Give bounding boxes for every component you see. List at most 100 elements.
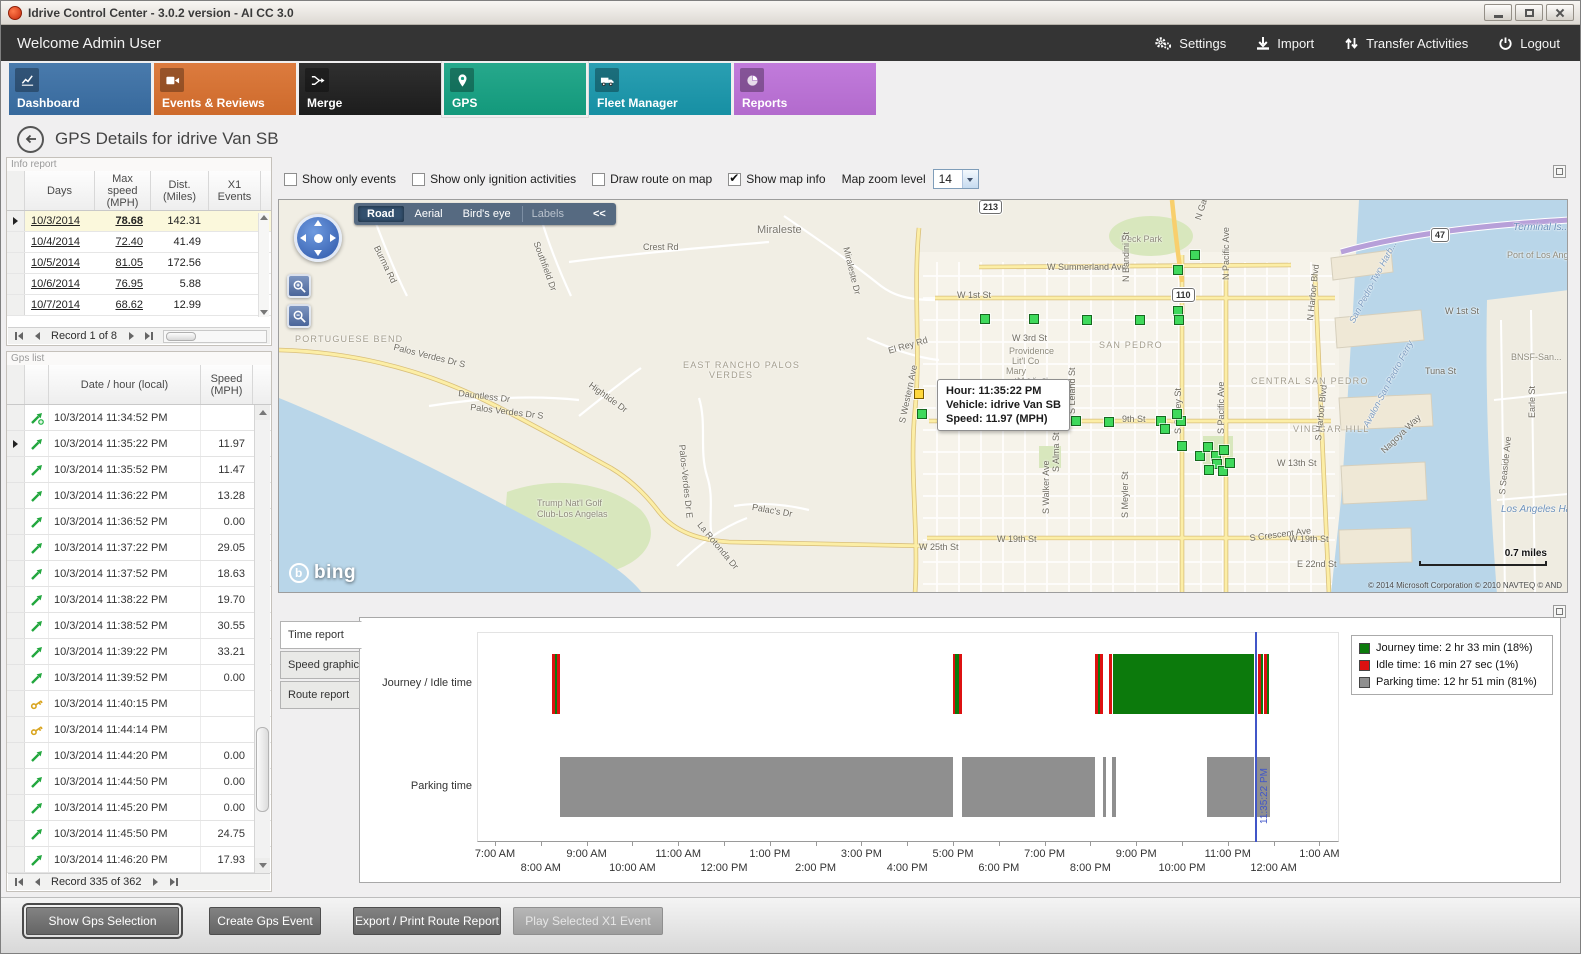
nav-tile-events-reviews[interactable]: Events & Reviews (154, 63, 296, 115)
gps-list-row[interactable]: 10/3/2014 11:37:22 PM 29.05 (7, 535, 271, 561)
show-only-events-checkbox[interactable] (284, 172, 297, 186)
gps-marker[interactable] (1082, 315, 1092, 325)
gps-marker[interactable] (1177, 441, 1187, 451)
export-print-route-report-button[interactable]: Export / Print Route Report (353, 907, 501, 935)
map-view-tab-aerial[interactable]: Aerial (414, 208, 443, 220)
gps-marker[interactable] (1203, 442, 1213, 452)
info-max-speed-link[interactable]: 78.68 (115, 215, 143, 227)
info-days-link[interactable]: 10/6/2014 (31, 278, 80, 290)
next-record-button[interactable] (148, 875, 164, 889)
info-report-row[interactable]: 10/4/2014 72.40 41.49 (7, 232, 271, 253)
info-report-mini-scrollbar[interactable] (258, 213, 269, 317)
gps-list-row[interactable]: 10/3/2014 11:45:50 PM 24.75 (7, 821, 271, 847)
scroll-up-button[interactable] (255, 405, 270, 420)
gps-marker[interactable] (980, 314, 990, 324)
gps-marker[interactable] (1219, 445, 1229, 455)
gps-marker[interactable] (1071, 416, 1081, 426)
topbar-action-logout[interactable]: Logout (1498, 36, 1560, 51)
maximize-button[interactable] (1515, 4, 1543, 21)
gps-list-row[interactable]: 10/3/2014 11:39:22 PM 33.21 (7, 639, 271, 665)
gps-list-row[interactable]: 10/3/2014 11:37:52 PM 18.63 (7, 561, 271, 587)
gps-list-row[interactable]: 10/3/2014 11:39:52 PM 0.00 (7, 665, 271, 691)
gps-marker[interactable] (1195, 451, 1205, 461)
info-report-row[interactable]: 10/7/2014 68.62 12.99 (7, 295, 271, 316)
gps-list-scrollbar[interactable] (254, 405, 270, 873)
map-view-tab-bird-s-eye[interactable]: Bird's eye (462, 208, 511, 220)
first-record-button[interactable] (11, 875, 27, 889)
map-pan-control[interactable] (294, 214, 342, 262)
close-button[interactable] (1546, 4, 1574, 21)
topbar-action-import[interactable]: Import (1256, 36, 1314, 51)
info-days-link[interactable]: 10/4/2014 (31, 236, 80, 248)
collapse-map-panel-button[interactable] (1553, 165, 1566, 178)
info-max-speed-link[interactable]: 81.05 (115, 257, 143, 269)
collapse-chart-panel-button[interactable] (1553, 605, 1566, 618)
gps-marker[interactable] (1029, 314, 1039, 324)
gps-marker[interactable] (1218, 466, 1228, 476)
info-report-row[interactable]: 10/5/2014 81.05 172.56 (7, 253, 271, 274)
gps-list-row[interactable]: 10/3/2014 11:36:52 PM 0.00 (7, 509, 271, 535)
last-record-button[interactable] (141, 329, 157, 343)
gps-list-row[interactable]: 10/3/2014 11:44:50 PM 0.00 (7, 769, 271, 795)
chart-tab-time-report[interactable]: Time report (280, 621, 362, 649)
topbar-action-transfer-activities[interactable]: Transfer Activities (1344, 36, 1468, 51)
gps-list-row[interactable]: 10/3/2014 11:36:22 PM 13.28 (7, 483, 271, 509)
map-zoom-out-button[interactable] (287, 304, 311, 328)
map-zoom-in-button[interactable] (287, 274, 311, 298)
gps-list-row[interactable]: 10/3/2014 11:46:20 PM 17.93 (7, 847, 271, 873)
prev-record-button[interactable] (29, 329, 45, 343)
info-days-link[interactable]: 10/3/2014 (31, 215, 80, 227)
first-record-button[interactable] (11, 329, 27, 343)
info-max-speed-link[interactable]: 68.62 (115, 299, 143, 311)
gps-marker[interactable] (1174, 315, 1184, 325)
info-days-link[interactable]: 10/5/2014 (31, 257, 80, 269)
gps-list-row[interactable]: 10/3/2014 11:44:20 PM 0.00 (7, 743, 271, 769)
gps-list-row[interactable]: 10/3/2014 11:34:52 PM (7, 405, 271, 431)
gps-marker[interactable] (1172, 409, 1182, 419)
info-max-speed-link[interactable]: 72.40 (115, 236, 143, 248)
scroll-down-button[interactable] (255, 858, 270, 873)
gps-marker[interactable] (1135, 315, 1145, 325)
gps-list-row[interactable]: 10/3/2014 11:38:52 PM 30.55 (7, 613, 271, 639)
scrollbar-thumb[interactable] (166, 331, 197, 341)
nav-tile-reports[interactable]: Reports (734, 63, 876, 115)
nav-tile-dashboard[interactable]: Dashboard (9, 63, 151, 115)
gps-marker[interactable] (917, 409, 927, 419)
back-button[interactable] (17, 125, 44, 153)
gps-marker[interactable] (1173, 265, 1183, 275)
info-report-row[interactable]: 10/6/2014 76.95 5.88 (7, 274, 271, 295)
dropdown-arrow-icon[interactable] (961, 170, 978, 188)
nav-tile-gps[interactable]: GPS (442, 61, 588, 117)
gps-marker[interactable] (1104, 417, 1114, 427)
gps-marker[interactable] (1225, 458, 1235, 468)
map-view-tab-road[interactable]: Road (358, 206, 404, 222)
info-horizontal-scrollbar[interactable] (163, 329, 267, 343)
gps-marker[interactable] (1160, 424, 1170, 434)
selected-gps-marker[interactable] (914, 389, 924, 399)
gps-list-row[interactable]: 10/3/2014 11:45:20 PM 0.00 (7, 795, 271, 821)
gps-list-row[interactable]: 10/3/2014 11:40:15 PM (7, 691, 271, 717)
gps-marker[interactable] (1204, 465, 1214, 475)
scrollbar-thumb[interactable] (256, 727, 269, 812)
bing-logo[interactable]: b bing (289, 562, 356, 584)
last-record-button[interactable] (166, 875, 182, 889)
info-max-speed-link[interactable]: 76.95 (115, 278, 143, 290)
gps-marker[interactable] (1212, 459, 1222, 469)
minimize-button[interactable] (1484, 4, 1512, 21)
show-only-ignition-activities-checkbox[interactable] (412, 172, 426, 186)
draw-route-on-map-checkbox[interactable] (592, 172, 606, 186)
gps-list-row[interactable]: 10/3/2014 11:38:22 PM 19.70 (7, 587, 271, 613)
next-record-button[interactable] (123, 329, 139, 343)
create-gps-event-button[interactable]: Create Gps Event (209, 907, 321, 935)
gps-list-row[interactable]: 10/3/2014 11:35:22 PM 11.97 (7, 431, 271, 457)
gps-marker[interactable] (1190, 250, 1200, 260)
nav-tile-merge[interactable]: Merge (299, 63, 441, 115)
prev-record-button[interactable] (29, 875, 45, 889)
chart-tab-speed-graphic[interactable]: Speed graphic (280, 651, 360, 679)
map-view-tab-labels[interactable]: Labels (521, 206, 573, 222)
map-tabs-collapse-button[interactable]: << (593, 208, 606, 220)
chart-tab-route-report[interactable]: Route report (280, 681, 360, 709)
topbar-action-settings[interactable]: Settings (1154, 35, 1226, 51)
map-zoom-level-select[interactable]: 14 (932, 169, 979, 189)
show-map-info-checkbox[interactable] (728, 171, 742, 186)
